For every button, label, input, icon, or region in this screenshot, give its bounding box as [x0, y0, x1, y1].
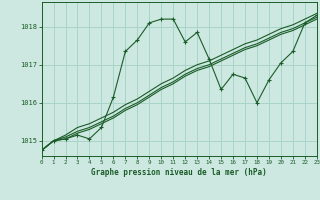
X-axis label: Graphe pression niveau de la mer (hPa): Graphe pression niveau de la mer (hPa) [91, 168, 267, 177]
